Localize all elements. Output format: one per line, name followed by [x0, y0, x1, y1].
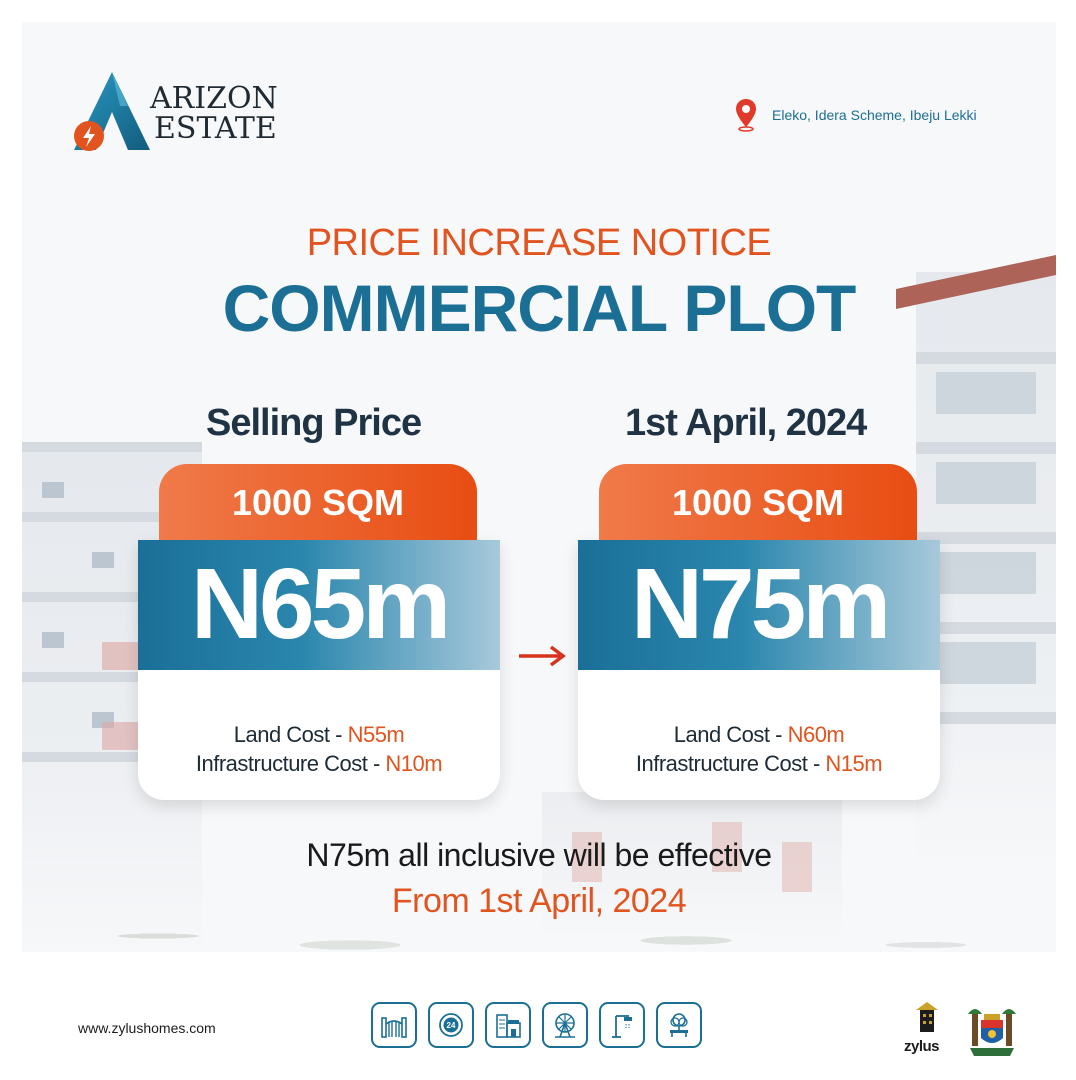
infrastructure-cost-label: Infrastructure Cost - — [195, 751, 386, 776]
arrow-right-icon — [519, 645, 566, 667]
zylus-logo — [916, 1002, 938, 1032]
current-price: N65m — [190, 548, 451, 660]
infrastructure-cost-label: Infrastructure Cost - — [635, 751, 826, 776]
headline: PRICE INCREASE NOTICE — [306, 222, 772, 264]
street-light-icon — [599, 1002, 645, 1048]
subheadline: COMMERCIAL PLOT — [222, 271, 857, 345]
current-price-card: 1000 SQM N65m Land Cost - N55m Infrastru… — [138, 464, 500, 800]
land-cost-label: Land Cost - — [673, 722, 788, 747]
effective-date: From 1st April, 2024 — [391, 882, 687, 920]
size-tab — [599, 464, 917, 550]
location-pin-icon — [736, 99, 756, 132]
svg-text:24: 24 — [447, 1021, 456, 1030]
arizon-estate-logo: ARIZON ESTATE — [72, 72, 292, 162]
amenities-icons: 24 — [371, 1002, 702, 1048]
gate-icon — [371, 1002, 417, 1048]
land-cost: Land Cost - N55m — [138, 722, 500, 748]
land-cost-value: N55m — [347, 722, 405, 747]
24-hour-security-icon: 24 — [428, 1002, 474, 1048]
footer-bar: www.zylushomes.com 24 — [22, 952, 1056, 1056]
partner-name: zylus — [904, 1038, 940, 1055]
location: Eleko, Idera Scheme, Ibeju Lekki — [734, 98, 977, 132]
infrastructure-cost: Infrastructure Cost - N10m — [138, 751, 500, 777]
plot-size: 1000 SQM — [231, 482, 405, 523]
new-price-card: 1000 SQM N75m Land Cost - N60m Infrastru… — [578, 464, 940, 800]
logo-mark-icon — [74, 72, 150, 151]
new-price-heading: 1st April, 2024 — [625, 402, 867, 444]
new-price: N75m — [630, 548, 891, 660]
lagos-state-crest — [968, 1009, 1016, 1056]
brand-name-line2: ESTATE — [154, 111, 277, 146]
amusement-park-icon — [542, 1002, 588, 1048]
current-price-heading: Selling Price — [206, 402, 422, 444]
plot-size: 1000 SQM — [671, 482, 845, 523]
land-cost-value: N60m — [787, 722, 845, 747]
size-tab — [159, 464, 477, 550]
park-icon — [656, 1002, 702, 1048]
brand-name-line1: ARIZON — [150, 81, 278, 116]
flyer: ARIZON ESTATE Eleko, Idera Scheme, Ibeju… — [22, 22, 1056, 1056]
mall-icon — [485, 1002, 531, 1048]
infrastructure-cost-value: N15m — [825, 751, 883, 776]
location-text: Eleko, Idera Scheme, Ibeju Lekki — [772, 107, 977, 123]
price-band — [578, 540, 940, 670]
land-cost: Land Cost - N60m — [578, 722, 940, 748]
infrastructure-cost: Infrastructure Cost - N15m — [578, 751, 940, 777]
price-band — [138, 540, 500, 670]
land-cost-label: Land Cost - — [233, 722, 348, 747]
effective-note: N75m all inclusive will be effective — [306, 837, 772, 873]
infrastructure-cost-value: N10m — [385, 751, 443, 776]
website-link[interactable]: www.zylushomes.com — [78, 1020, 216, 1036]
